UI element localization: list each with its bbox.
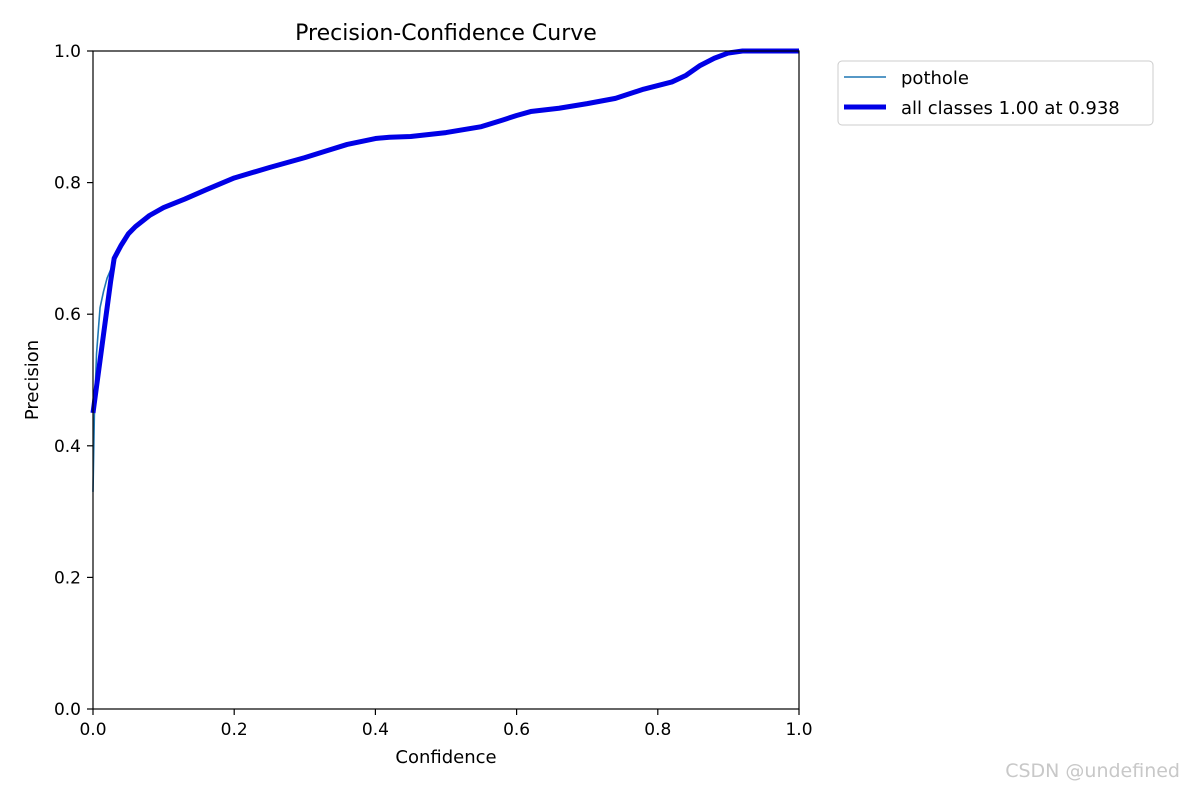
x-tick-label: 0.6 <box>503 720 530 740</box>
x-tick-label: 0.8 <box>644 720 671 740</box>
plot-frame <box>92 50 800 710</box>
x-tick-label: 1.0 <box>785 720 812 740</box>
y-tick-label: 0.6 <box>54 305 81 325</box>
x-axis-label: Confidence <box>395 747 496 768</box>
series-line-all-classes <box>90 48 799 414</box>
x-tick-label: 0.0 <box>79 720 106 740</box>
y-tick-label: 1.0 <box>54 42 81 62</box>
y-tick-label: 0.8 <box>54 174 81 194</box>
watermark-text: CSDN @undefined <box>1005 760 1180 782</box>
y-tick-label: 0.2 <box>54 568 81 588</box>
y-axis-label: Precision <box>22 340 43 420</box>
x-tick-label: 0.2 <box>221 720 248 740</box>
series-layer <box>90 48 799 492</box>
legend-label-all-classes: all classes 1.00 at 0.938 <box>901 98 1120 119</box>
chart-title: Precision-Confidence Curve <box>295 21 597 46</box>
legend-box <box>837 60 1154 126</box>
axes-layer: 0.0 0.2 0.4 0.6 0.8 1.0 0.0 0.2 0.4 0.6 0.8 1.0 <box>54 42 813 740</box>
legend: pothole all classes 1.00 at 0.938 <box>837 60 1154 126</box>
y-tick-label: 0.4 <box>54 437 81 457</box>
y-tick-label: 0.0 <box>54 700 81 720</box>
legend-label-pothole: pothole <box>901 68 969 89</box>
series-line-pothole <box>92 50 799 492</box>
x-tick-label: 0.4 <box>362 720 389 740</box>
